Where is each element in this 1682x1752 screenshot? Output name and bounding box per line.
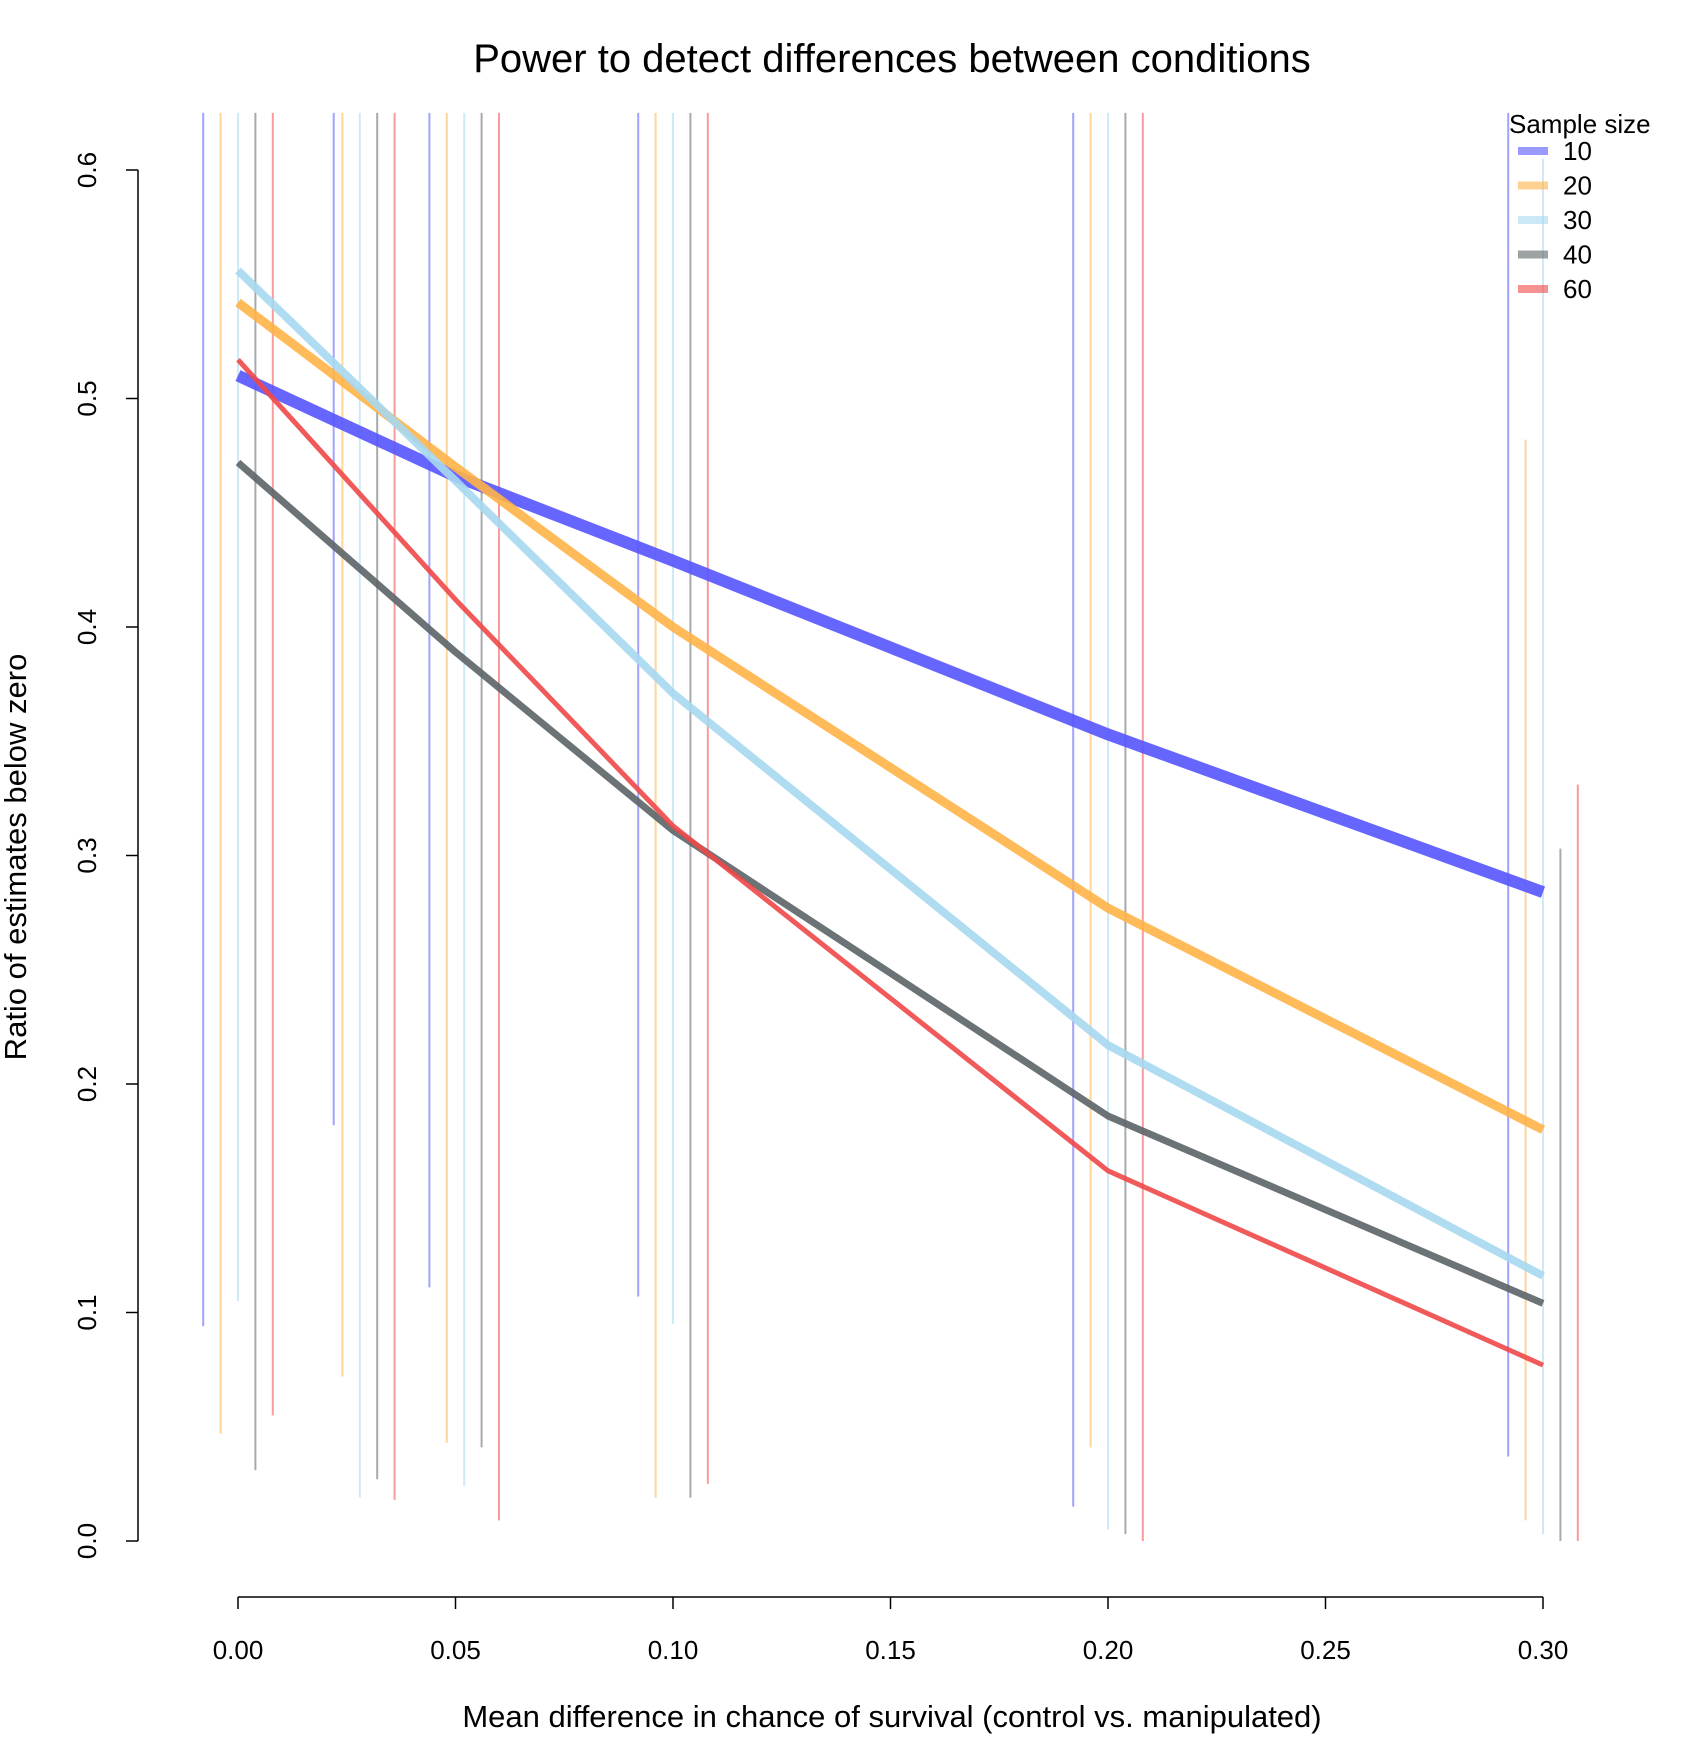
legend-title: Sample size [1509, 109, 1651, 139]
x-tick-label-5: 0.25 [1300, 1635, 1351, 1665]
x-tick-label-2: 0.10 [648, 1635, 699, 1665]
x-tick-label-1: 0.05 [430, 1635, 481, 1665]
y-axis-label: Ratio of estimates below zero [0, 654, 33, 1061]
y-tick-label-6: 0.6 [72, 152, 102, 188]
x-tick-label-3: 0.15 [865, 1635, 916, 1665]
y-tick-label-3: 0.3 [72, 837, 102, 873]
legend: Sample size 10 20 30 40 60 [1509, 109, 1651, 304]
legend-label-40: 40 [1563, 240, 1592, 270]
series-line-40 [235, 459, 1545, 1307]
x-tick-label-0: 0.00 [213, 1635, 264, 1665]
interval-lines [202, 112, 1579, 1541]
y-tick-label-0: 0.0 [72, 1523, 102, 1559]
series-line-30 [235, 267, 1545, 1280]
legend-label-30: 30 [1563, 205, 1592, 235]
legend-label-60: 60 [1563, 274, 1592, 304]
x-tick-label-6: 0.30 [1518, 1635, 1569, 1665]
series-lines [235, 267, 1546, 1368]
legend-label-20: 20 [1563, 171, 1592, 201]
y-tick-label-1: 0.1 [72, 1294, 102, 1330]
legend-label-10: 10 [1563, 136, 1592, 166]
series-line-10 [235, 370, 1546, 898]
x-axis-label: Mean difference in chance of survival (c… [462, 1699, 1321, 1734]
y-axis: 0.0 0.1 0.2 0.3 0.4 0.5 0.6 [72, 152, 139, 1559]
legend-items: 10 20 30 40 60 [1518, 136, 1592, 304]
y-tick-label-2: 0.2 [72, 1066, 102, 1102]
x-tick-label-4: 0.20 [1083, 1635, 1134, 1665]
y-tick-label-4: 0.4 [72, 609, 102, 645]
x-axis: 0.00 0.05 0.10 0.15 0.20 0.25 0.30 [213, 1596, 1569, 1665]
y-ticks: 0.0 0.1 0.2 0.3 0.4 0.5 0.6 [72, 152, 138, 1559]
x-ticks: 0.00 0.05 0.10 0.15 0.20 0.25 0.30 [213, 1597, 1569, 1665]
chart-title: Power to detect differences between cond… [473, 37, 1311, 81]
series-line-60 [236, 358, 1545, 1368]
y-tick-label-5: 0.5 [72, 380, 102, 416]
